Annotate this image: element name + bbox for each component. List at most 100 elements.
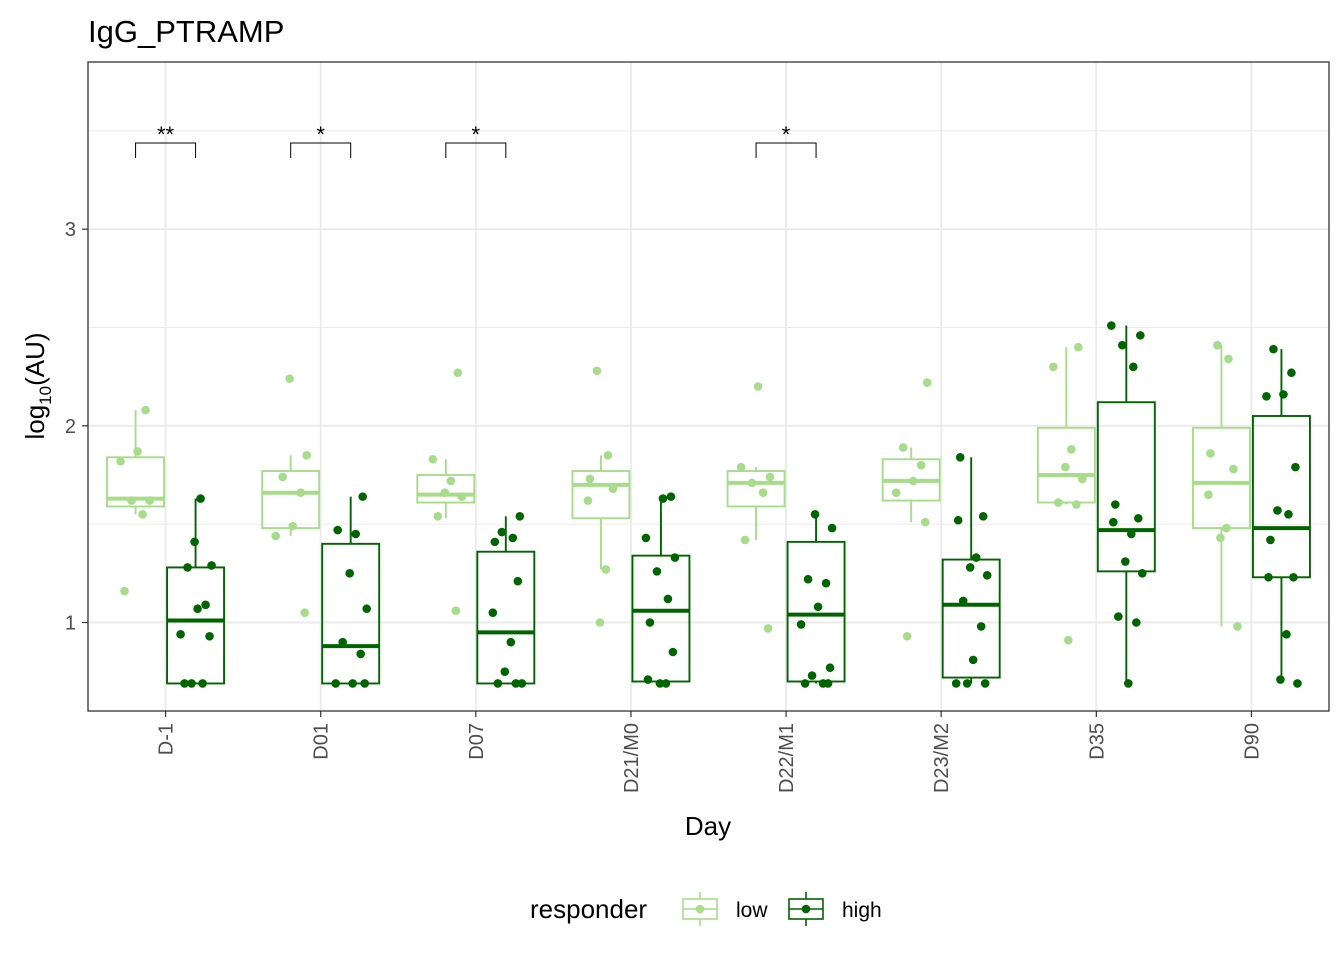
box-body — [416, 474, 476, 504]
x-tick-label: D-1 — [156, 723, 178, 755]
legend-label-high: high — [842, 899, 882, 922]
point-high — [796, 620, 806, 629]
box-body — [476, 550, 536, 685]
point-low — [592, 366, 602, 376]
point-high — [508, 533, 518, 543]
point-high — [345, 569, 354, 578]
point-high — [810, 510, 820, 519]
point-high — [818, 679, 828, 688]
significance-bracket — [135, 142, 197, 158]
point-high — [176, 630, 185, 639]
legend-label-low: low — [736, 899, 768, 922]
point-low — [433, 512, 443, 521]
point-high — [331, 679, 340, 688]
point-low — [1061, 462, 1070, 472]
significance-label: * — [316, 122, 325, 147]
point-high — [827, 523, 837, 533]
point-high — [982, 571, 992, 580]
point-high — [1284, 510, 1293, 519]
box-body — [571, 470, 631, 520]
point-low — [898, 443, 908, 452]
box-high — [786, 514, 846, 684]
point-high — [360, 679, 369, 688]
point-high — [971, 553, 981, 562]
point-high — [1129, 362, 1138, 372]
y-axis-title-subscript: 10 — [36, 386, 55, 405]
significance-bracket — [445, 142, 507, 158]
point-high — [488, 608, 498, 617]
x-tick-label: D35 — [1086, 723, 1108, 760]
box-body — [631, 554, 691, 683]
point-high — [1264, 572, 1273, 582]
y-tick-label: 1 — [65, 613, 76, 635]
point-low — [1078, 474, 1087, 484]
point-high — [976, 622, 986, 631]
point-high — [803, 574, 813, 584]
point-low — [585, 474, 595, 484]
point-high — [506, 637, 516, 647]
point-high — [511, 679, 521, 688]
point-low — [1224, 354, 1233, 364]
point-low — [763, 624, 773, 633]
point-high — [658, 494, 668, 503]
point-high — [1262, 392, 1271, 401]
box-body — [321, 542, 381, 685]
point-high — [1276, 675, 1285, 684]
box-body — [1096, 401, 1156, 573]
point-high — [201, 600, 210, 610]
point-high — [190, 537, 199, 547]
point-high — [1107, 321, 1116, 330]
point-high — [953, 515, 963, 525]
point-low — [1067, 445, 1076, 454]
box-high — [1251, 349, 1311, 684]
point-low — [1049, 362, 1058, 372]
box-low — [106, 410, 166, 515]
point-high — [1121, 557, 1130, 566]
point-high — [362, 604, 371, 614]
significance-brackets: ** * * * — [135, 122, 817, 158]
x-tick-label: D01 — [311, 723, 333, 760]
x-tick-label: D90 — [1241, 723, 1263, 760]
legend-title: responder — [530, 894, 647, 924]
point-low — [1222, 523, 1231, 533]
box-high — [941, 457, 1001, 684]
point-high — [198, 679, 207, 688]
point-low — [902, 631, 912, 641]
point-low — [116, 456, 125, 466]
point-low — [1229, 464, 1238, 474]
point-high — [196, 494, 205, 503]
x-axis: D-1 D01 D07 D21/M0 D22/M1 D23/M2 D35 D90 — [156, 711, 1263, 793]
point-high — [668, 647, 678, 657]
point-high — [1114, 612, 1123, 621]
box-low — [571, 455, 631, 570]
plot-border — [87, 61, 1330, 712]
point-high — [663, 594, 673, 604]
point-high — [1291, 462, 1300, 472]
point-low — [908, 476, 918, 486]
point-high — [356, 649, 365, 659]
point-low — [765, 472, 775, 482]
point-high — [643, 675, 653, 684]
point-high — [1287, 368, 1296, 378]
y-tick-label: 2 — [65, 416, 76, 438]
point-high — [497, 527, 507, 537]
legend-key-point — [801, 904, 811, 914]
point-high — [1136, 331, 1145, 340]
point-high — [645, 618, 655, 627]
point-high — [1293, 679, 1302, 688]
point-high — [1127, 529, 1136, 539]
significance-label: ** — [157, 122, 175, 147]
point-high — [180, 679, 189, 688]
point-high — [348, 679, 357, 688]
point-high — [652, 567, 662, 576]
point-high — [351, 529, 360, 539]
significance-label: * — [472, 122, 481, 147]
point-low — [285, 374, 294, 383]
point-high — [807, 671, 817, 680]
point-high — [965, 563, 975, 572]
y-axis-title-rest: (AU) — [20, 332, 50, 385]
point-low — [145, 496, 154, 505]
legend-key-point — [695, 904, 705, 914]
point-low — [1054, 498, 1063, 507]
